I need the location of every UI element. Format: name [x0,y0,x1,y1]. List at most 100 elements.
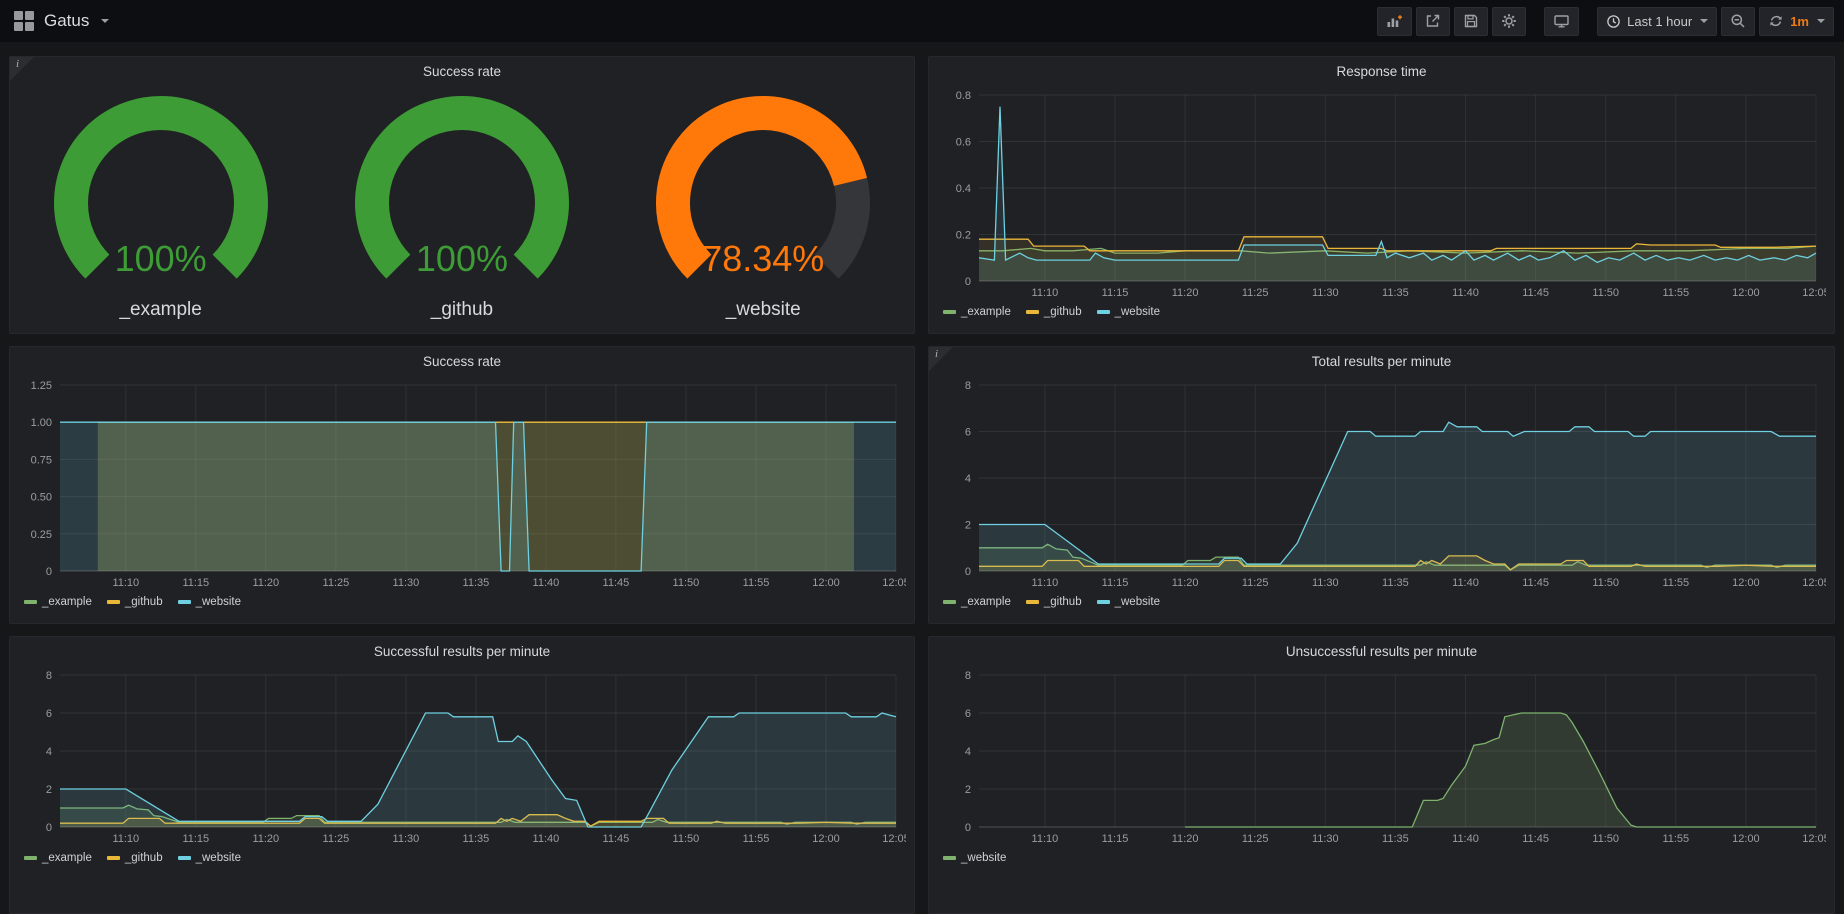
legend-label: _example [961,306,1011,318]
svg-text:11:45: 11:45 [1522,833,1549,845]
svg-text:4: 4 [965,746,971,758]
total-results-chart[interactable]: 11:1011:1511:2011:2511:3011:3511:4011:45… [937,377,1826,591]
svg-text:8: 8 [965,380,971,392]
settings-button[interactable] [1492,7,1526,36]
caret-down-icon [101,19,109,23]
svg-text:12:00: 12:00 [1732,577,1760,589]
svg-text:2: 2 [46,784,52,796]
panel-title[interactable]: Unsuccessful results per minute [929,637,1834,665]
svg-text:12:00: 12:00 [1732,287,1760,299]
unsuccessful-results-chart[interactable]: 11:1011:1511:2011:2511:3011:3511:4011:45… [937,667,1826,847]
svg-text:6: 6 [46,708,52,720]
gear-icon [1501,13,1517,29]
success-rate-chart[interactable]: 11:1011:1511:2011:2511:3011:3511:4011:45… [18,377,906,591]
svg-text:0: 0 [46,566,52,578]
legend-item[interactable]: _github [1026,596,1082,608]
svg-text:12:00: 12:00 [812,577,840,589]
svg-text:0: 0 [46,822,52,834]
legend-item[interactable]: _website [1097,306,1160,318]
svg-text:11:30: 11:30 [1312,833,1339,845]
svg-text:11:35: 11:35 [463,833,490,845]
legend-swatch [107,600,120,604]
gauge-row: 100% _example 100% _github 78.34% _websi… [10,91,914,326]
legend-item[interactable]: _website [178,596,241,608]
svg-text:11:50: 11:50 [673,577,700,589]
legend-label: _website [196,596,241,608]
svg-text:11:10: 11:10 [112,577,139,589]
save-button[interactable] [1454,7,1488,36]
time-range-button[interactable]: Last 1 hour [1597,7,1717,36]
legend-swatch [1026,310,1039,314]
legend-swatch [1026,600,1039,604]
panel-title[interactable]: Successful results per minute [10,637,914,665]
svg-text:11:15: 11:15 [1102,287,1129,299]
legend-label: _website [196,852,241,864]
svg-text:12:00: 12:00 [812,833,840,845]
svg-text:11:45: 11:45 [1522,287,1549,299]
navbar: Gatus [0,0,1844,42]
svg-text:11:20: 11:20 [252,833,279,845]
legend-label: _example [961,596,1011,608]
dashboard-grid-icon[interactable] [14,11,34,31]
legend-item[interactable]: _github [1026,306,1082,318]
legend-item[interactable]: _example [24,596,92,608]
legend-item[interactable]: _github [107,596,163,608]
svg-text:11:35: 11:35 [1382,287,1409,299]
svg-text:12:05: 12:05 [882,577,906,589]
panel-title[interactable]: Success rate [10,57,914,85]
legend-item[interactable]: _website [178,852,241,864]
legend-item[interactable]: _example [943,306,1011,318]
panel-info-icon[interactable] [929,347,953,371]
legend-item[interactable]: _github [107,852,163,864]
share-button[interactable] [1416,7,1450,36]
svg-text:11:50: 11:50 [1592,577,1619,589]
legend-item[interactable]: _website [1097,596,1160,608]
legend-swatch [178,856,191,860]
legend-item[interactable]: _website [943,852,1006,864]
successful-results-chart[interactable]: 11:1011:1511:2011:2511:3011:3511:4011:45… [18,667,906,847]
zoom-out-button[interactable] [1721,7,1755,36]
legend-label: _website [1115,306,1160,318]
panel-title[interactable]: Total results per minute [929,347,1834,375]
svg-text:11:25: 11:25 [1242,577,1269,589]
svg-text:1.00: 1.00 [31,417,52,429]
panel-info-icon[interactable] [10,57,34,81]
svg-text:11:25: 11:25 [323,833,350,845]
svg-text:0.6: 0.6 [956,137,971,149]
svg-text:11:20: 11:20 [1172,287,1199,299]
legend-swatch [107,856,120,860]
legend-label: _github [125,852,163,864]
svg-text:11:55: 11:55 [1662,287,1689,299]
svg-text:0.25: 0.25 [31,529,52,541]
legend-label: _github [125,596,163,608]
svg-text:11:50: 11:50 [1592,287,1619,299]
add-panel-button[interactable] [1377,7,1412,36]
panel-title[interactable]: Success rate [10,347,914,375]
legend-swatch [943,856,956,860]
refresh-button[interactable]: 1m [1759,7,1834,36]
svg-text:11:40: 11:40 [533,833,560,845]
legend-swatch [943,310,956,314]
dashboard-title[interactable]: Gatus [44,11,89,31]
caret-down-icon [1700,19,1708,23]
panel-title[interactable]: Response time [929,57,1834,85]
svg-text:0.4: 0.4 [956,183,971,195]
svg-text:0.50: 0.50 [31,492,52,504]
save-icon [1463,13,1479,29]
svg-text:11:15: 11:15 [182,833,209,845]
svg-text:11:40: 11:40 [533,577,560,589]
legend-item[interactable]: _example [24,852,92,864]
gauge-value: 78.34% [613,239,914,279]
svg-text:11:45: 11:45 [1522,577,1549,589]
tv-mode-button[interactable] [1544,7,1579,36]
legend-swatch [1097,310,1110,314]
gauge-value: 100% [311,239,612,279]
svg-text:11:45: 11:45 [603,833,630,845]
caret-down-icon [1817,19,1825,23]
svg-text:11:10: 11:10 [1032,833,1059,845]
response-time-chart[interactable]: 11:1011:1511:2011:2511:3011:3511:4011:45… [937,87,1826,301]
legend-item[interactable]: _example [943,596,1011,608]
panel-total-results: i Total results per minute 11:1011:1511:… [928,346,1835,624]
svg-text:11:25: 11:25 [1242,287,1269,299]
svg-text:11:40: 11:40 [1452,833,1479,845]
